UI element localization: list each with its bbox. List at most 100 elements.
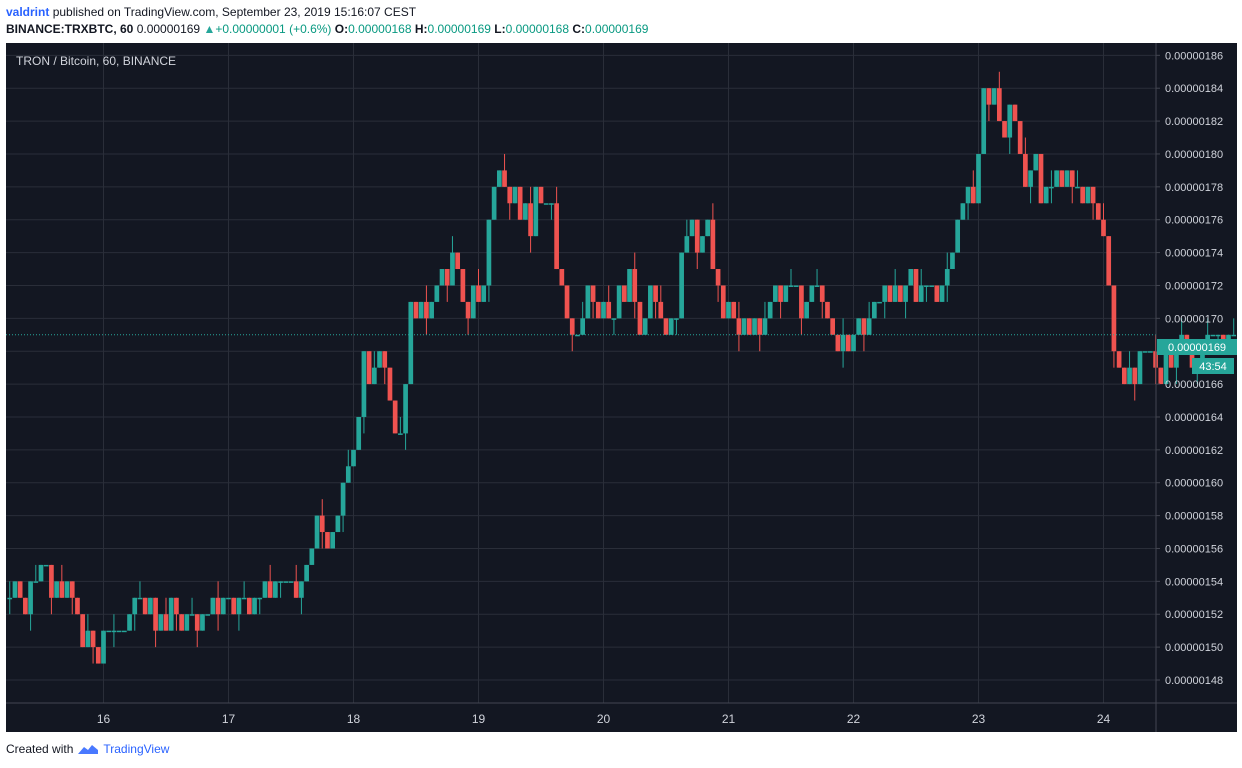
candle-body[interactable] bbox=[861, 318, 867, 335]
candle-body[interactable] bbox=[601, 301, 606, 319]
candle-body[interactable] bbox=[616, 285, 622, 319]
candle-body[interactable] bbox=[960, 203, 966, 220]
candle-body[interactable] bbox=[189, 614, 195, 616]
candle-body[interactable] bbox=[392, 400, 398, 434]
candle-body[interactable] bbox=[101, 630, 106, 664]
candle-body[interactable] bbox=[991, 88, 997, 105]
candle-body[interactable] bbox=[371, 367, 377, 385]
candle-body[interactable] bbox=[111, 630, 117, 633]
candle-body[interactable] bbox=[663, 318, 669, 335]
candle-body[interactable] bbox=[1033, 153, 1039, 171]
candle-body[interactable] bbox=[1017, 121, 1023, 154]
candle-body[interactable] bbox=[429, 301, 434, 319]
candle-body[interactable] bbox=[559, 269, 565, 286]
candle-body[interactable] bbox=[398, 433, 403, 435]
candle-body[interactable] bbox=[819, 285, 825, 302]
candle-body[interactable] bbox=[54, 581, 59, 598]
candle-body[interactable] bbox=[1080, 186, 1086, 204]
tradingview-brand-link[interactable]: TradingView bbox=[103, 742, 170, 756]
candle-body[interactable] bbox=[538, 186, 544, 204]
candle-body[interactable] bbox=[767, 301, 773, 319]
candle-body[interactable] bbox=[996, 88, 1002, 122]
candle-body[interactable] bbox=[851, 334, 856, 352]
candle-body[interactable] bbox=[148, 597, 153, 615]
candle-body[interactable] bbox=[1043, 186, 1049, 204]
candle-body[interactable] bbox=[267, 581, 273, 598]
candle-body[interactable] bbox=[512, 186, 518, 204]
candle-body[interactable] bbox=[903, 285, 908, 302]
candle-body[interactable] bbox=[95, 647, 101, 664]
candle-body[interactable] bbox=[585, 285, 591, 319]
candle-body[interactable] bbox=[444, 269, 450, 286]
price-axis[interactable]: 0.00000148 0.00000150 0.00000152 0.00000154… bbox=[1156, 50, 1223, 687]
candle-body[interactable] bbox=[424, 301, 429, 319]
candle-body[interactable] bbox=[799, 285, 804, 319]
candle-body[interactable] bbox=[528, 203, 533, 237]
candle-body[interactable] bbox=[299, 581, 304, 598]
candle-body[interactable] bbox=[658, 301, 664, 319]
candle-body[interactable] bbox=[825, 301, 830, 319]
candle-body[interactable] bbox=[778, 285, 783, 302]
candle-body[interactable] bbox=[757, 318, 763, 335]
candle-body[interactable] bbox=[17, 581, 23, 598]
candle-body[interactable] bbox=[69, 581, 75, 598]
candle-body[interactable] bbox=[220, 597, 226, 615]
candle-body[interactable] bbox=[715, 269, 721, 286]
candle-body[interactable] bbox=[1121, 367, 1127, 385]
candle-body[interactable] bbox=[236, 597, 242, 615]
candle-body[interactable] bbox=[262, 581, 268, 598]
candle-body[interactable] bbox=[892, 285, 898, 302]
candle-body[interactable] bbox=[1127, 367, 1132, 385]
candle-body[interactable] bbox=[814, 285, 820, 287]
candle-body[interactable] bbox=[648, 285, 653, 319]
candle-body[interactable] bbox=[898, 285, 903, 302]
candle-body[interactable] bbox=[1059, 170, 1065, 187]
candle-body[interactable] bbox=[554, 203, 559, 270]
candle-body[interactable] bbox=[627, 269, 632, 302]
candle-body[interactable] bbox=[887, 285, 893, 302]
candles[interactable] bbox=[7, 71, 1237, 664]
candle-body[interactable] bbox=[194, 614, 200, 631]
candle-body[interactable] bbox=[1111, 285, 1117, 352]
candle-body[interactable] bbox=[590, 285, 596, 302]
candle-body[interactable] bbox=[64, 581, 70, 598]
candle-body[interactable] bbox=[955, 219, 961, 253]
candle-body[interactable] bbox=[684, 236, 690, 253]
candle-body[interactable] bbox=[158, 614, 164, 631]
candle-body[interactable] bbox=[965, 186, 971, 204]
candle-body[interactable] bbox=[1075, 186, 1080, 189]
candle-body[interactable] bbox=[325, 532, 330, 549]
candle-body[interactable] bbox=[517, 186, 523, 220]
candle-body[interactable] bbox=[200, 614, 205, 631]
candle-body[interactable] bbox=[1116, 351, 1122, 368]
candle-body[interactable] bbox=[366, 351, 372, 385]
candle-body[interactable] bbox=[278, 581, 283, 583]
candle-body[interactable] bbox=[1007, 104, 1013, 138]
candle-body[interactable] bbox=[470, 285, 476, 319]
candle-body[interactable] bbox=[387, 367, 393, 401]
candle-body[interactable] bbox=[309, 548, 315, 565]
candle-body[interactable] bbox=[934, 285, 940, 302]
candle-body[interactable] bbox=[523, 203, 528, 220]
candle-body[interactable] bbox=[1215, 334, 1221, 337]
candle-body[interactable] bbox=[142, 597, 148, 615]
candle-body[interactable] bbox=[1038, 153, 1044, 204]
candle-body[interactable] bbox=[450, 252, 455, 286]
candle-body[interactable] bbox=[1028, 170, 1033, 187]
candle-body[interactable] bbox=[335, 515, 341, 533]
candle-body[interactable] bbox=[1049, 186, 1054, 189]
candle-body[interactable] bbox=[7, 597, 13, 600]
candle-body[interactable] bbox=[330, 532, 336, 549]
candle-body[interactable] bbox=[273, 581, 278, 598]
candle-body[interactable] bbox=[226, 597, 231, 600]
candle-body[interactable] bbox=[106, 630, 112, 633]
candle-body[interactable] bbox=[835, 334, 841, 352]
candle-body[interactable] bbox=[1148, 351, 1153, 353]
candle-body[interactable] bbox=[1106, 236, 1112, 286]
candle-body[interactable] bbox=[976, 153, 981, 204]
candle-body[interactable] bbox=[944, 269, 950, 286]
candle-body[interactable] bbox=[569, 318, 575, 335]
candle-body[interactable] bbox=[163, 614, 169, 631]
candle-body[interactable] bbox=[575, 334, 580, 337]
candle-body[interactable] bbox=[726, 301, 731, 319]
